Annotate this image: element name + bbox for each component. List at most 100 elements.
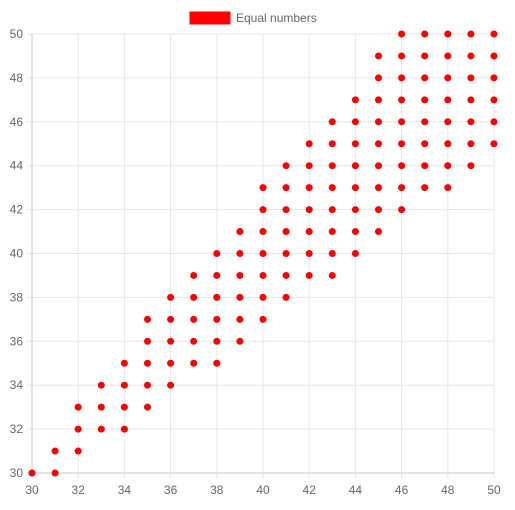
data-point [305,228,313,236]
data-point [259,206,267,214]
data-point [236,337,244,345]
x-tick-label: 50 [487,483,501,497]
data-point [467,52,475,60]
data-point [305,140,313,148]
data-point [282,250,290,257]
data-point [144,381,151,389]
data-point [328,228,336,236]
data-point [167,293,175,301]
data-point [351,118,359,126]
x-tick-label: 44 [349,483,363,497]
data-point [213,250,221,257]
data-point [236,271,244,279]
data-point [375,162,382,170]
data-point [375,96,382,104]
data-point [421,162,429,170]
x-tick-label: 46 [395,483,409,497]
legend[interactable]: Equal numbers [189,11,317,25]
data-point [490,118,498,126]
data-point [375,52,382,60]
data-point [375,140,382,148]
data-point [167,359,175,367]
data-point [236,315,244,323]
data-point [490,140,498,148]
data-point [421,118,429,126]
x-tick-label: 42 [303,483,317,497]
data-point [421,74,429,82]
data-point [74,403,82,411]
y-tick-label: 34 [10,378,24,392]
data-point [351,96,359,104]
data-point [167,337,175,345]
data-point [190,315,198,323]
x-tick-label: 38 [210,483,224,497]
y-axis-ticks: 30 32 34 36 38 40 42 44 46 48 50 [10,27,24,480]
y-tick-label: 36 [10,334,24,348]
data-point [490,96,498,104]
data-point [259,250,267,257]
y-tick-label: 40 [10,247,24,261]
data-point [28,469,36,477]
data-point [467,118,475,126]
data-point [421,30,429,38]
data-point [167,315,175,323]
data-point [398,118,406,126]
x-tick-label: 30 [25,483,39,497]
data-point [120,381,128,389]
data-point [375,228,382,236]
data-point [328,140,336,148]
data-point [328,206,336,214]
data-point [328,250,336,257]
data-point [421,52,429,60]
data-point [467,162,475,170]
data-point [467,30,475,38]
data-point [398,52,406,60]
x-axis-ticks: 30 32 34 36 38 40 42 44 46 48 50 [25,483,501,497]
data-point [375,74,382,82]
legend-label: Equal numbers [236,11,317,25]
legend-swatch [189,11,231,25]
data-point [305,162,313,170]
data-point [190,293,198,301]
data-point [398,184,406,192]
data-point [97,381,105,389]
data-point [421,140,429,148]
data-point [259,293,267,301]
data-point [74,447,82,455]
x-tick-label: 32 [72,483,86,497]
y-tick-label: 46 [10,115,24,129]
x-tick-label: 36 [164,483,178,497]
y-tick-label: 32 [10,422,24,436]
data-point [144,403,151,411]
data-point [51,447,59,455]
data-point [375,118,382,126]
data-point [467,140,475,148]
data-point [97,425,105,433]
data-point [305,250,313,257]
y-tick-label: 50 [10,27,24,41]
data-point [51,469,59,477]
data-point [351,228,359,236]
y-tick-label: 48 [10,71,24,85]
data-point [444,184,452,192]
y-tick-label: 30 [10,466,24,480]
data-point [282,206,290,214]
data-point [120,425,128,433]
data-point [259,184,267,192]
data-point [305,271,313,279]
data-point [328,271,336,279]
data-point [305,206,313,214]
data-point [213,271,221,279]
data-point [490,74,498,82]
data-point [282,184,290,192]
data-point [305,184,313,192]
data-point [490,30,498,38]
data-point [328,184,336,192]
data-point [398,96,406,104]
data-point [259,271,267,279]
data-point [213,337,221,345]
data-point [467,74,475,82]
data-point [490,52,498,60]
axes [31,34,494,474]
